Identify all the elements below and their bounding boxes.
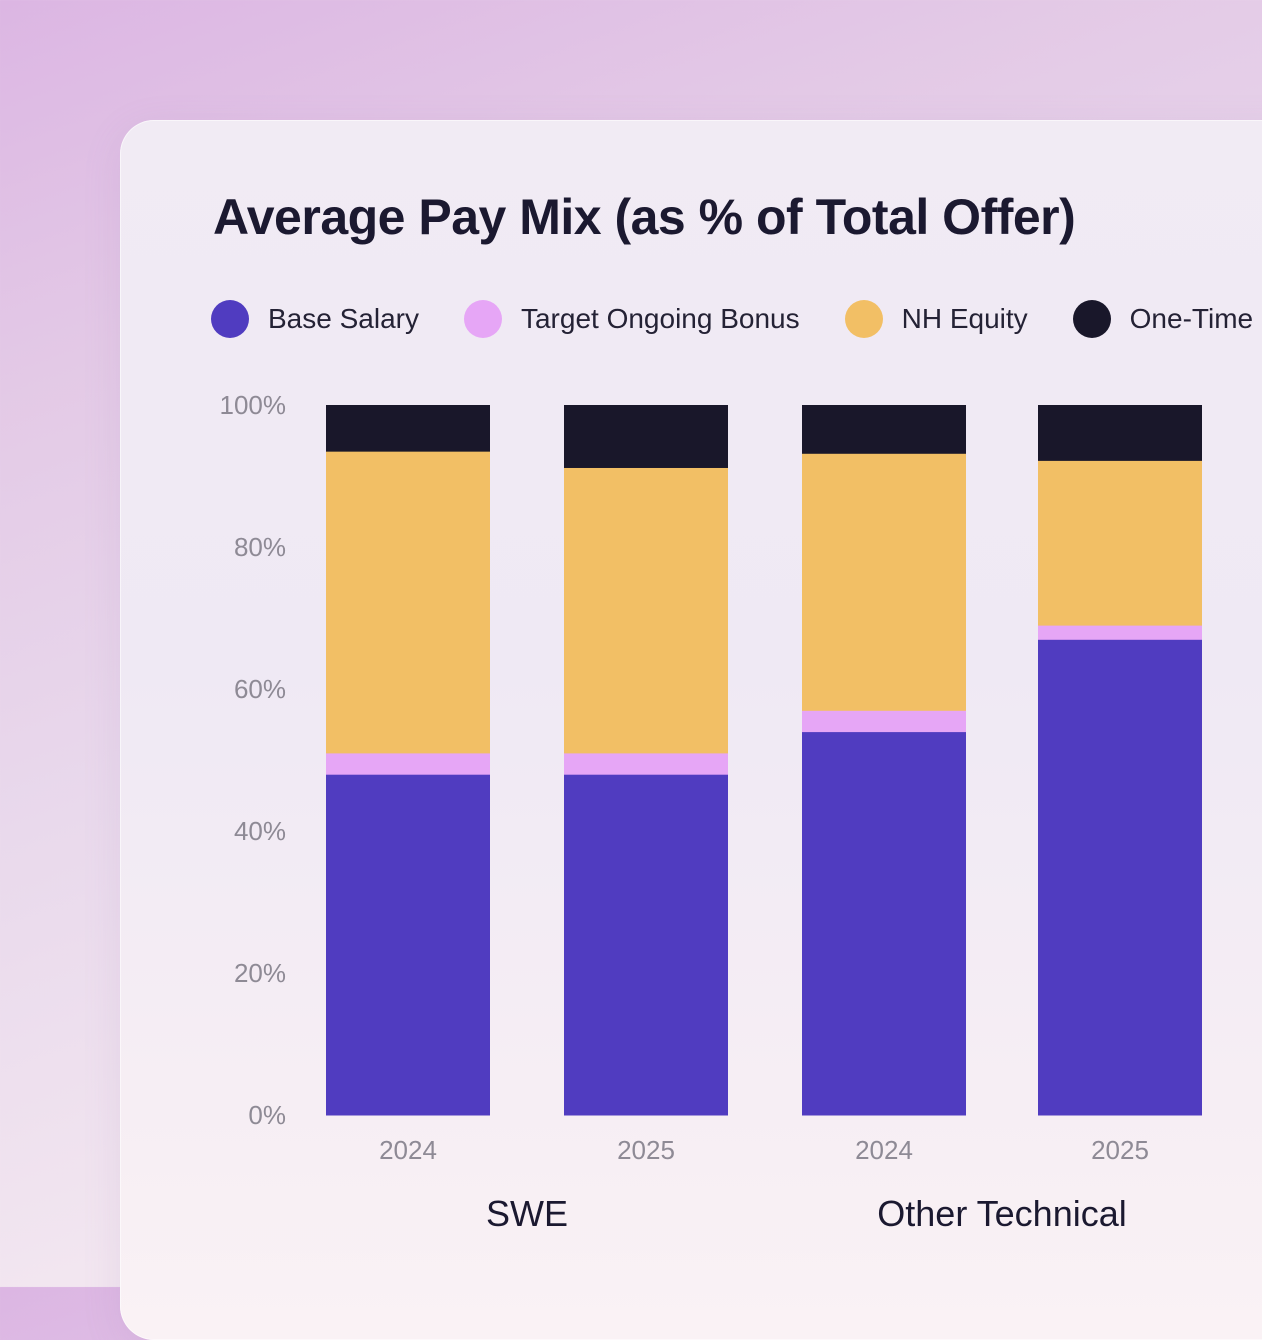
group-label-swe: SWE — [486, 1193, 568, 1234]
group-label-other-technical: Other Technical — [877, 1193, 1126, 1234]
chart-title: Average Pay Mix (as % of Total Offer) — [213, 189, 1076, 245]
bar-segment-one-time — [1038, 405, 1202, 461]
legend-item-base-salary: Base Salary — [211, 300, 419, 338]
y-tick-label: 100% — [220, 390, 287, 420]
bar-segment-one-time — [326, 405, 490, 452]
bar-segment-target-ongoing-bonus — [326, 752, 490, 775]
legend-swatch-one-time — [1072, 300, 1111, 338]
bar-segment-base-salary — [802, 731, 966, 1116]
x-tick-label: 2025 — [1091, 1135, 1149, 1165]
legend-label-nh-equity: NH Equity — [901, 303, 1028, 334]
y-tick-label: 60% — [234, 674, 286, 704]
legend-label-base-salary: Base Salary — [268, 303, 419, 334]
legend-swatch-nh-equity — [844, 300, 883, 338]
bar-segment-target-ongoing-bonus — [564, 752, 728, 775]
bar-segment-base-salary — [326, 774, 490, 1116]
bar-segment-nh-equity — [326, 451, 490, 754]
legend-item-one-time: One-Time — [1072, 300, 1254, 338]
y-tick-label: 20% — [234, 958, 286, 988]
bar-segment-nh-equity — [564, 467, 728, 754]
bar-segment-one-time — [564, 405, 728, 468]
bars — [326, 405, 1202, 1116]
legend-swatch-base-salary — [211, 300, 249, 338]
bar-segment-nh-equity — [802, 453, 966, 711]
legend-item-nh-equity: NH Equity — [844, 300, 1028, 338]
legend-swatch-target-ongoing-bonus — [463, 300, 502, 338]
stacked-bar-chart: 0% 20% 40% 60% 80% 100% 2024 2025 2024 2025 SWE Ot… — [220, 390, 1202, 1234]
legend-label-target-ongoing-bonus: Target Ongoing Bonus — [520, 303, 800, 334]
x-tick-label: 2024 — [855, 1135, 913, 1165]
chart-legend: Base Salary Target Ongoing Bonus NH Equity… — [211, 298, 1262, 340]
y-axis: 0% 20% 40% 60% 80% 100% — [220, 390, 287, 1130]
bar-segment-target-ongoing-bonus — [1038, 625, 1202, 640]
x-axis: 2024 2025 2024 2025 SWE Other Technical — [379, 1135, 1149, 1234]
bar-segment-nh-equity — [1038, 460, 1202, 626]
bar-segment-base-salary — [564, 774, 728, 1116]
bar-segment-target-ongoing-bonus — [802, 710, 966, 733]
bar-segment-one-time — [802, 405, 966, 454]
x-tick-label: 2025 — [617, 1135, 675, 1165]
x-tick-label: 2024 — [379, 1135, 437, 1165]
y-tick-label: 80% — [234, 532, 286, 562]
legend-item-target-ongoing-bonus: Target Ongoing Bonus — [463, 300, 800, 338]
bar-segment-base-salary — [1038, 639, 1202, 1116]
y-tick-label: 0% — [248, 1100, 286, 1130]
legend-label-one-time: One-Time — [1129, 303, 1254, 334]
y-tick-label: 40% — [234, 816, 286, 846]
